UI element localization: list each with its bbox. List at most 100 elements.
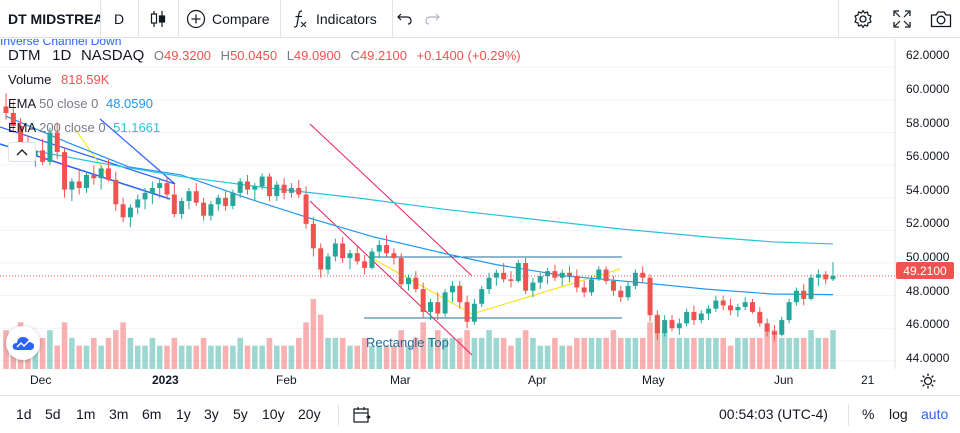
fullscreen-button[interactable] — [884, 0, 920, 38]
candle-body — [691, 311, 697, 321]
volume-bar — [486, 330, 492, 369]
function-icon — [293, 10, 307, 28]
volume-bar — [442, 337, 448, 369]
ema50-legend[interactable]: EMA 50 close 0 48.0590 — [8, 96, 153, 111]
bottom-divider — [338, 404, 339, 426]
candle-body — [771, 331, 777, 335]
range-1y-button[interactable]: 1y — [176, 406, 191, 422]
legend-collapse-button[interactable] — [8, 142, 36, 162]
snapshot-button[interactable] — [922, 0, 960, 38]
price-tick: 56.0000 — [906, 149, 950, 163]
volume-bars — [3, 299, 836, 369]
indicators-button[interactable]: Indicators — [280, 0, 392, 38]
ema200-params: 200 close 0 — [39, 120, 106, 135]
candle-body — [354, 253, 360, 262]
auto-scale-button[interactable]: auto — [921, 406, 949, 422]
range-1d-button[interactable]: 1d — [16, 406, 32, 422]
log-scale-button[interactable]: log — [889, 406, 908, 422]
candle-body — [523, 263, 529, 291]
volume-bar — [830, 330, 836, 369]
candle-body — [208, 204, 214, 216]
volume-bar — [610, 330, 617, 369]
top-toolbar: DT MIDSTREAM D Compare Indicators — [0, 0, 960, 38]
ema200-legend[interactable]: EMA 200 close 0 51.1661 — [8, 120, 160, 135]
percent-scale-button[interactable]: % — [862, 406, 875, 422]
range-5d-button[interactable]: 5d — [45, 406, 61, 422]
volume-bar — [808, 330, 814, 369]
time-axis[interactable]: Dec 2023 Feb Mar Apr May Jun 21 — [0, 369, 960, 393]
volume-bar — [383, 345, 390, 369]
volume-bar — [208, 345, 214, 369]
cloud-logo-icon — [12, 337, 34, 350]
chart-style-button[interactable] — [138, 0, 178, 38]
date-range-button[interactable] — [352, 405, 372, 425]
volume-bar — [32, 345, 39, 369]
candle-body — [332, 243, 338, 257]
chart-pane[interactable]: Inverse Channel Down Rectangle Top — [0, 39, 960, 394]
candle-body — [728, 305, 734, 311]
volume-bar — [361, 337, 368, 369]
channel-line — [0, 126, 176, 185]
candle-body — [808, 277, 814, 299]
ema50-label: EMA — [8, 96, 36, 111]
clock-timezone-button[interactable]: 00:54:03 (UTC-4) — [719, 406, 828, 422]
range-3y-button[interactable]: 3y — [204, 406, 219, 422]
price-tick: 52.0000 — [906, 216, 950, 230]
candle-body — [303, 194, 309, 224]
range-3m-button[interactable]: 3m — [109, 406, 129, 422]
candle-body — [76, 181, 82, 188]
candle-body — [91, 174, 97, 179]
candle-body — [362, 261, 368, 268]
candle-body — [515, 263, 521, 281]
candle-body — [493, 272, 499, 278]
candle-body — [815, 274, 821, 278]
settings-button[interactable] — [846, 0, 880, 38]
legend-high: 50.0450 — [230, 48, 278, 63]
volume-bar — [559, 345, 565, 369]
volume-bar — [83, 345, 90, 369]
undo-button[interactable] — [394, 0, 416, 38]
range-20y-button[interactable]: 20y — [298, 406, 321, 422]
volume-bar — [266, 337, 273, 369]
range-5y-button[interactable]: 5y — [233, 406, 248, 422]
candle-body — [398, 258, 404, 285]
candle-body — [632, 272, 638, 286]
candle-body — [223, 197, 229, 206]
ema50-line — [5, 115, 834, 296]
redo-icon — [425, 13, 440, 25]
symbol-search-button[interactable]: DT MIDSTREAM — [0, 0, 100, 38]
redo-button[interactable] — [420, 0, 444, 38]
candle-body — [105, 168, 111, 180]
candle-body — [120, 204, 126, 218]
volume-bar — [530, 337, 536, 369]
channel-label: Inverse Channel Down — [0, 39, 121, 48]
candle-body — [171, 194, 177, 215]
range-6m-button[interactable]: 6m — [142, 406, 162, 422]
volume-bar — [69, 337, 75, 369]
volume-bar — [691, 337, 697, 369]
legend-close: 49.2100 — [359, 48, 407, 63]
volume-bar — [376, 345, 383, 369]
range-1m-button[interactable]: 1m — [76, 406, 96, 422]
interval-button[interactable]: D — [100, 0, 138, 38]
fib-line — [74, 128, 111, 180]
range-10y-button[interactable]: 10y — [262, 406, 285, 422]
fib-line — [471, 268, 621, 315]
volume-bar — [705, 337, 712, 369]
price-chart[interactable]: Inverse Channel Down Rectangle Top — [0, 39, 960, 369]
time-tick: Dec — [30, 373, 52, 387]
axis-settings-button[interactable] — [918, 371, 938, 391]
ema200-value: 51.1661 — [113, 120, 161, 135]
tradingview-logo-button[interactable] — [6, 326, 40, 360]
volume-legend[interactable]: Volume 818.59K — [8, 72, 109, 87]
volume-bar — [800, 337, 807, 369]
compare-button[interactable]: Compare — [178, 0, 278, 38]
fib-line — [367, 255, 473, 315]
volume-bar — [596, 337, 602, 369]
candle-body — [127, 207, 133, 218]
interval-label: D — [113, 11, 125, 27]
legend-low: 49.0900 — [293, 48, 341, 63]
toolbar-divider — [392, 0, 393, 38]
volume-bar — [303, 322, 309, 369]
volume-bar — [420, 322, 426, 369]
